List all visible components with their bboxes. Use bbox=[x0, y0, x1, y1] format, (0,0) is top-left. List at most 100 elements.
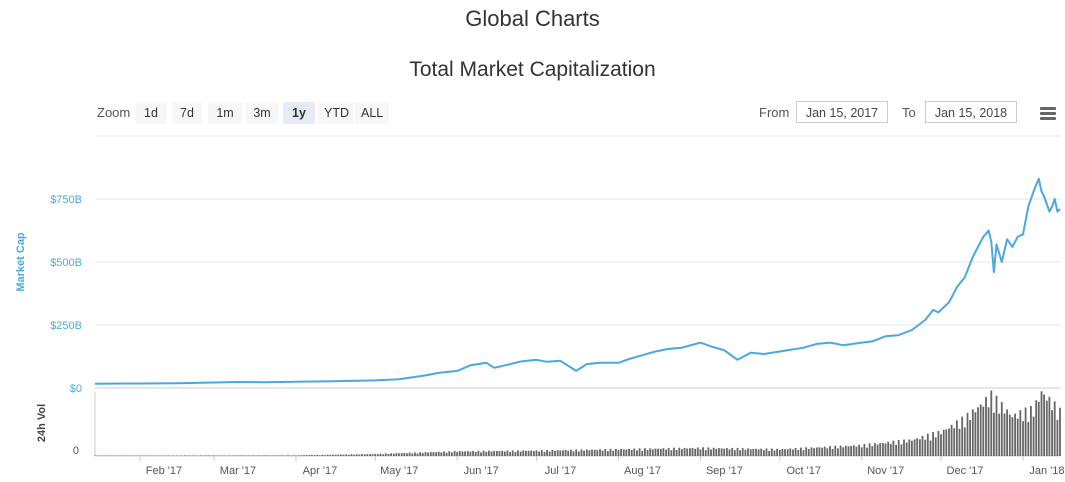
volume-bar bbox=[480, 452, 482, 456]
volume-bar bbox=[874, 443, 876, 456]
volume-bar bbox=[681, 449, 683, 456]
volume-bar bbox=[789, 448, 792, 456]
zoom-button-1y[interactable]: 1y bbox=[283, 102, 315, 124]
volume-bar bbox=[733, 450, 736, 456]
volume-bar bbox=[313, 455, 316, 456]
volume-bar bbox=[781, 449, 784, 456]
volume-bar bbox=[493, 450, 496, 456]
volume-bar bbox=[580, 449, 583, 456]
volume-bar bbox=[509, 452, 511, 456]
to-date-input[interactable]: Jan 15, 2018 bbox=[925, 101, 1017, 123]
volume-bar bbox=[458, 451, 461, 456]
volume-bar bbox=[815, 447, 818, 456]
volume-bar bbox=[982, 406, 985, 456]
volume-bar bbox=[900, 444, 903, 456]
volume-bar bbox=[834, 445, 837, 456]
volume-bar bbox=[559, 450, 562, 456]
volume-bar bbox=[860, 447, 863, 456]
volume-bar bbox=[149, 455, 152, 456]
volume-bar bbox=[649, 448, 652, 456]
volume-bar bbox=[710, 449, 712, 456]
volume-bar bbox=[797, 449, 800, 456]
volume-bar bbox=[310, 455, 313, 456]
volume-bar bbox=[162, 455, 165, 456]
volume-bar bbox=[199, 455, 202, 456]
volume-bar bbox=[1000, 402, 1003, 456]
volume-bar bbox=[575, 449, 578, 456]
volume-bar bbox=[646, 450, 649, 456]
volume-bar bbox=[993, 412, 995, 456]
zoom-button-all[interactable]: ALL bbox=[355, 102, 389, 124]
volume-bar bbox=[498, 451, 501, 456]
volume-bar bbox=[905, 442, 908, 456]
volume-bar bbox=[963, 427, 966, 456]
volume-bar bbox=[384, 453, 387, 456]
volume-bar bbox=[448, 451, 451, 456]
volume-bar bbox=[1056, 419, 1059, 456]
volume-bar bbox=[924, 439, 927, 456]
volume-bar bbox=[800, 447, 802, 456]
volume-bar bbox=[768, 450, 771, 456]
zoom-button-1m[interactable]: 1m bbox=[208, 102, 242, 124]
volume-bar bbox=[501, 450, 504, 456]
volume-bar bbox=[128, 455, 131, 456]
volume-bar bbox=[295, 455, 297, 456]
volume-bar bbox=[752, 448, 755, 456]
zoom-button-7d[interactable]: 7d bbox=[172, 102, 202, 124]
volume-bar bbox=[908, 439, 911, 456]
volume-bar bbox=[361, 454, 363, 456]
volume-bar bbox=[773, 450, 776, 456]
volume-bar bbox=[329, 454, 332, 456]
volume-bar bbox=[453, 451, 456, 456]
volume-bar bbox=[757, 449, 760, 456]
volume-bar bbox=[961, 416, 964, 456]
volume-bar bbox=[400, 453, 403, 456]
zoom-button-3m[interactable]: 3m bbox=[246, 102, 278, 124]
volume-bar bbox=[794, 448, 797, 456]
volume-zero-tick: 0 bbox=[73, 445, 79, 457]
volume-bar bbox=[998, 413, 1001, 456]
volume-bar bbox=[477, 450, 480, 456]
volume-bar bbox=[424, 452, 427, 456]
volume-bar bbox=[543, 451, 546, 456]
volume-bar bbox=[662, 448, 665, 456]
volume-bar bbox=[792, 449, 794, 456]
volume-bar bbox=[612, 450, 615, 456]
volume-bar bbox=[850, 446, 852, 456]
volume-bar bbox=[588, 450, 591, 456]
volume-bar bbox=[601, 450, 604, 456]
from-date-input[interactable]: Jan 15, 2017 bbox=[796, 101, 888, 123]
volume-bar bbox=[231, 455, 234, 456]
x-tick-label: Sep '17 bbox=[706, 465, 743, 477]
volume-bar bbox=[868, 443, 871, 456]
volume-bar bbox=[665, 449, 667, 456]
volume-bar bbox=[110, 455, 112, 456]
volume-bar bbox=[414, 452, 416, 456]
volume-bar bbox=[297, 455, 300, 456]
y-axis-ticks: $0 $250B $500B $750B bbox=[50, 194, 82, 395]
volume-bar bbox=[1027, 422, 1030, 456]
volume-bar bbox=[866, 447, 868, 456]
volume-bar bbox=[837, 448, 839, 456]
volume-bar bbox=[1024, 407, 1027, 456]
volume-bar bbox=[334, 454, 337, 456]
volume-bar bbox=[926, 433, 929, 456]
volume-bar bbox=[940, 434, 942, 456]
volume-bar bbox=[1030, 406, 1032, 456]
volume-bar bbox=[511, 450, 514, 456]
volume-bar bbox=[250, 455, 252, 456]
volume-bar bbox=[112, 455, 115, 456]
volume-bar bbox=[802, 450, 805, 456]
volume-bar bbox=[517, 450, 519, 456]
zoom-button-ytd[interactable]: YTD bbox=[318, 102, 354, 124]
volume-bar bbox=[911, 440, 913, 456]
volume-bar bbox=[625, 449, 628, 456]
volume-bar bbox=[916, 438, 919, 456]
zoom-button-1d[interactable]: 1d bbox=[136, 102, 166, 124]
x-tick-label: Jun '17 bbox=[464, 465, 499, 477]
hamburger-menu-icon[interactable] bbox=[1040, 107, 1056, 120]
to-label: To bbox=[902, 105, 916, 120]
volume-bar bbox=[805, 447, 808, 456]
volume-bar bbox=[567, 450, 570, 456]
volume-bar bbox=[919, 439, 921, 456]
